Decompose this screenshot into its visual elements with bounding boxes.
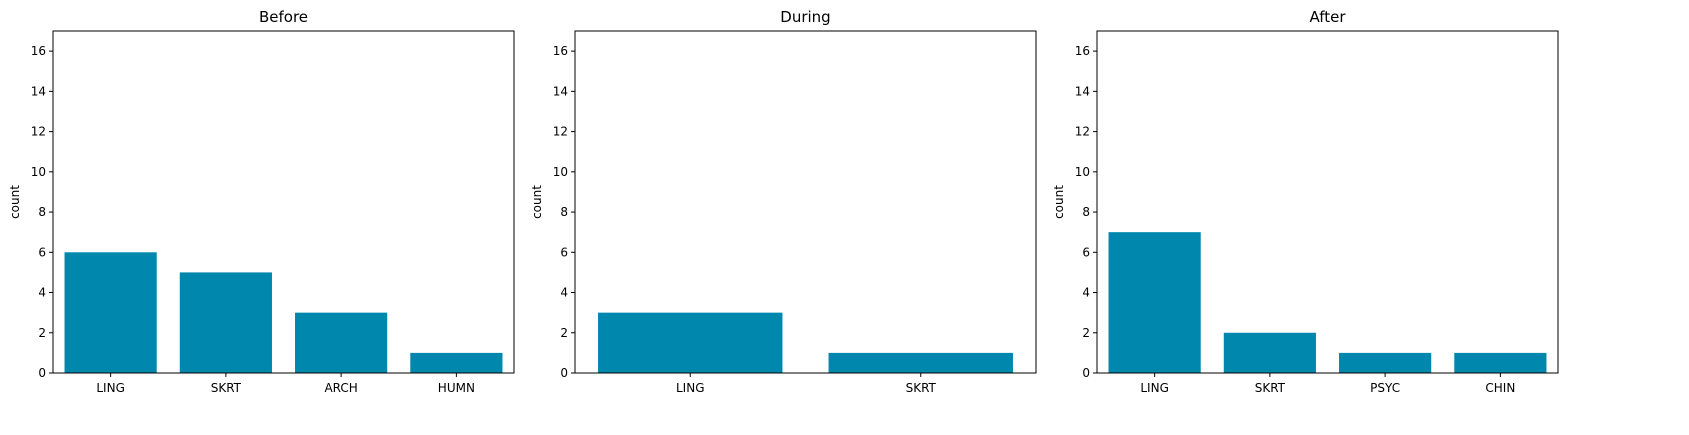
y-tick-label: 6 — [1082, 245, 1090, 259]
y-tick-label: 2 — [1082, 326, 1090, 340]
axes-frame — [52, 30, 515, 374]
bar-skrt — [1223, 332, 1316, 373]
bar-arch — [295, 312, 388, 373]
y-tick-label: 14 — [1075, 84, 1090, 98]
bar-skrt — [179, 272, 272, 373]
chart-title: After — [1309, 8, 1346, 26]
axes-frame — [1096, 30, 1559, 374]
y-tick-label: 12 — [1075, 125, 1090, 139]
y-tick-label: 0 — [560, 366, 568, 380]
y-tick-label: 12 — [31, 125, 46, 139]
y-tick-label: 2 — [38, 326, 46, 340]
y-tick-label: 6 — [38, 245, 46, 259]
bar-skrt — [828, 352, 1013, 373]
x-tick-label: CHIN — [1485, 381, 1515, 395]
y-tick-label: 4 — [38, 286, 46, 300]
x-tick-label: LING — [96, 381, 125, 395]
y-axis-label: count — [8, 185, 22, 219]
y-tick-label: 14 — [31, 84, 46, 98]
bar-chin — [1454, 352, 1547, 373]
x-tick-label: LING — [1140, 381, 1169, 395]
x-tick-label: HUMN — [438, 381, 475, 395]
bar-ling — [598, 312, 783, 373]
y-tick-label: 2 — [560, 326, 568, 340]
y-tick-label: 10 — [31, 165, 46, 179]
y-tick-label: 8 — [560, 205, 568, 219]
bar-humn — [410, 352, 503, 373]
y-tick-label: 14 — [553, 84, 568, 98]
y-tick-label: 4 — [560, 286, 568, 300]
y-tick-label: 0 — [1082, 366, 1090, 380]
chart-panel-0: Before 0 2 4 6 8 10 12 14 16 LING SKRT ARCH HUMN count — [8, 8, 515, 395]
y-tick-label: 10 — [553, 165, 568, 179]
x-tick-label: SKRT — [906, 381, 937, 395]
bar-psyc — [1339, 352, 1432, 373]
bar-ling — [1108, 232, 1201, 373]
x-tick-label: SKRT — [211, 381, 242, 395]
y-axis-label: count — [530, 185, 544, 219]
bar-ling — [64, 252, 157, 373]
y-tick-label: 4 — [1082, 286, 1090, 300]
y-tick-label: 8 — [1082, 205, 1090, 219]
chart-title: During — [780, 8, 830, 26]
chart-panel-2: After 0 2 4 6 8 10 12 14 16 LING SKRT PSYC CHIN count — [1052, 8, 1559, 395]
axes-frame — [574, 30, 1037, 374]
y-tick-label: 16 — [31, 44, 46, 58]
x-tick-label: SKRT — [1255, 381, 1286, 395]
y-tick-label: 16 — [553, 44, 568, 58]
x-tick-label: LING — [676, 381, 705, 395]
chart-panel-1: During 0 2 4 6 8 10 12 14 16 LING SKRT count — [530, 8, 1037, 395]
chart-title: Before — [259, 8, 308, 26]
y-tick-label: 12 — [553, 125, 568, 139]
x-tick-label: PSYC — [1370, 381, 1400, 395]
y-axis-label: count — [1052, 185, 1066, 219]
x-tick-label: ARCH — [324, 381, 357, 395]
y-tick-label: 10 — [1075, 165, 1090, 179]
y-tick-label: 0 — [38, 366, 46, 380]
y-tick-label: 16 — [1075, 44, 1090, 58]
y-tick-label: 6 — [560, 245, 568, 259]
y-tick-label: 8 — [38, 205, 46, 219]
